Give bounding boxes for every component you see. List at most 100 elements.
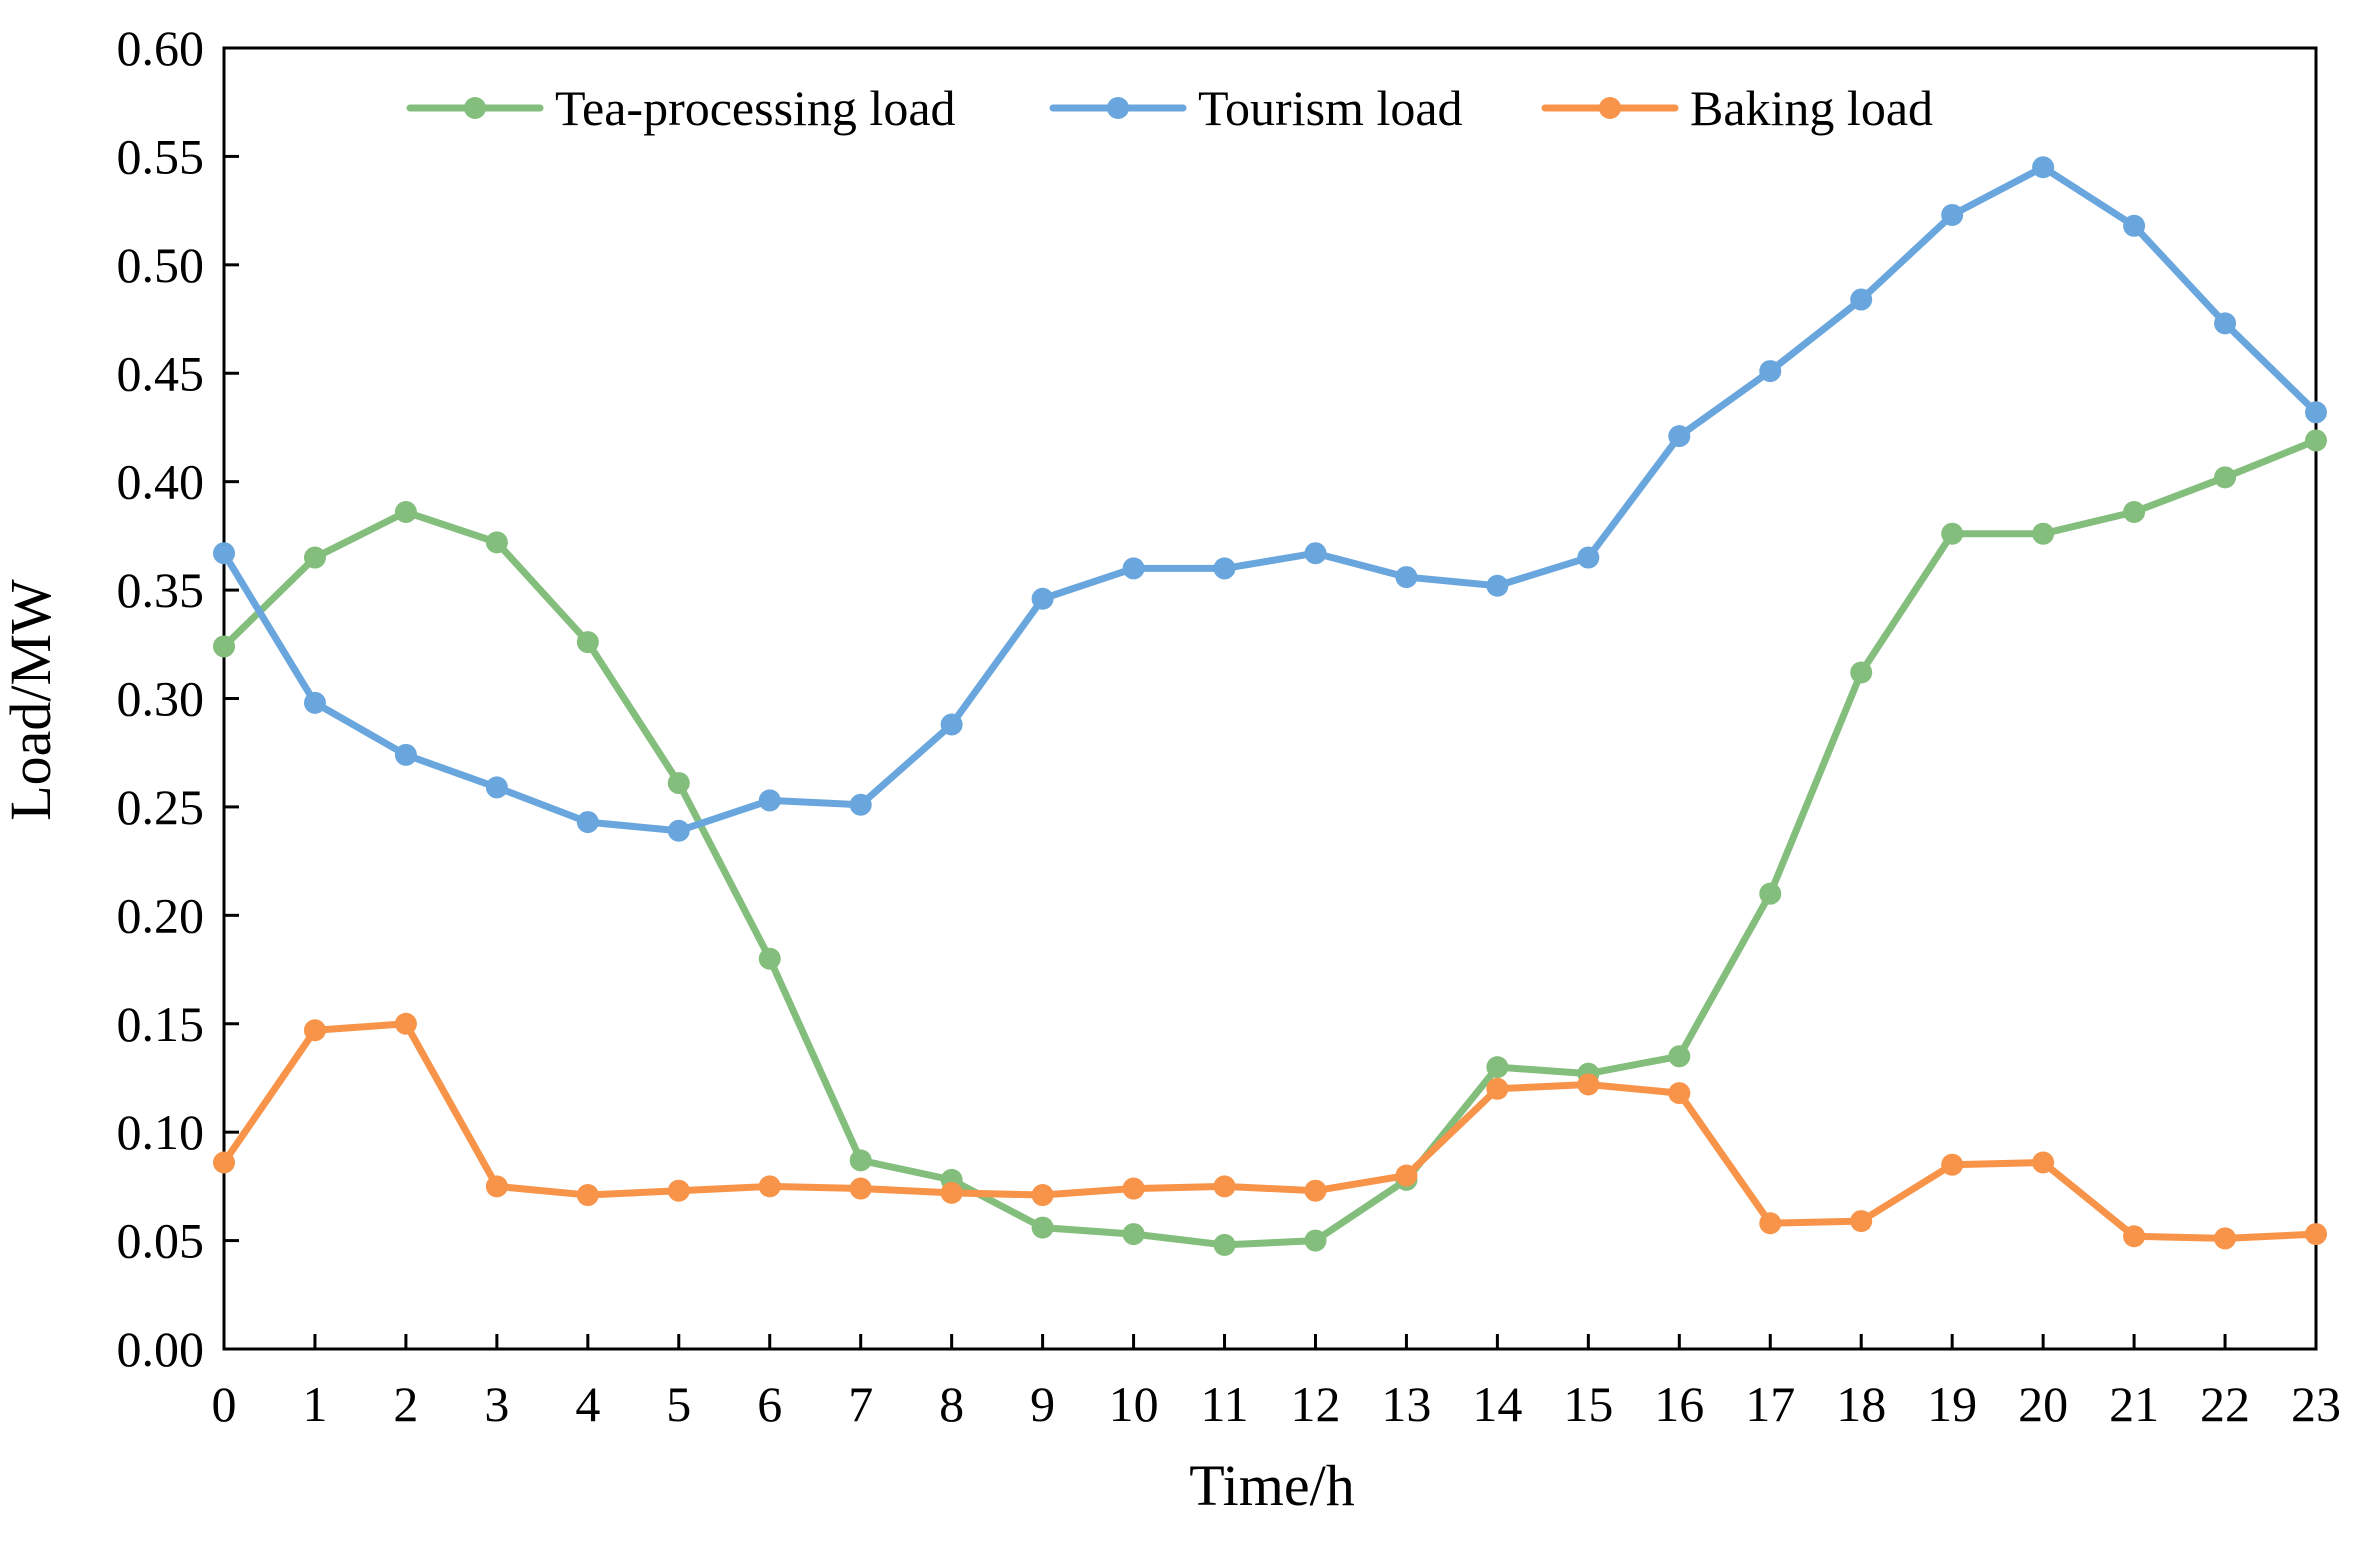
baking-point <box>1031 1184 1054 1207</box>
baking-point <box>1850 1210 1873 1233</box>
tourism-point <box>2032 156 2055 179</box>
tourism-point <box>485 776 508 799</box>
legend-label: Baking load <box>1690 80 1933 136</box>
tea-point <box>1304 1229 1327 1252</box>
y-axis-title: Load/MW <box>0 579 63 821</box>
tea-point <box>394 501 417 524</box>
tourism-point <box>1395 566 1418 589</box>
legend-item-tourism: Tourism load <box>1049 80 1463 136</box>
tourism-point <box>1759 360 1782 383</box>
x-tick-label: 18 <box>1836 1376 1886 1432</box>
x-tick-label: 3 <box>484 1376 509 1432</box>
series-baking <box>213 1012 2327 1250</box>
tea-point <box>1668 1045 1691 1068</box>
x-tick-label: 9 <box>1030 1376 1055 1432</box>
baking-point <box>667 1179 690 1202</box>
baking-point <box>758 1175 781 1198</box>
legend-item-tea: Tea-processing load <box>406 80 956 136</box>
tourism-point <box>1031 587 1054 610</box>
legend-swatch-marker <box>464 97 486 119</box>
y-axis: 0.00 0.05 0.10 0.15 0.20 0.25 0.30 0.35 0.40 0.45… <box>117 20 239 1377</box>
tourism-point <box>1122 557 1145 580</box>
tourism-point <box>940 713 963 736</box>
tea-point <box>1031 1216 1054 1239</box>
baking-point <box>1759 1212 1782 1235</box>
x-tick-label: 8 <box>939 1376 964 1432</box>
tourism-point <box>667 819 690 842</box>
legend: Tea-processing load Tourism load Baking lo… <box>406 80 1933 136</box>
x-tick-label: 4 <box>575 1376 600 1432</box>
baking-point <box>303 1019 326 1042</box>
tea-point <box>758 947 781 970</box>
tourism-point <box>849 793 872 816</box>
tea-point <box>576 631 599 654</box>
y-tick-label: 0.45 <box>117 345 205 401</box>
x-tick-label: 17 <box>1745 1376 1795 1432</box>
y-tick-label: 0.20 <box>117 887 205 943</box>
x-tick-label: 21 <box>2109 1376 2159 1432</box>
y-tick-label: 0.60 <box>117 20 205 76</box>
tourism-point <box>2123 214 2146 237</box>
baking-point <box>394 1012 417 1035</box>
tea-point <box>1213 1233 1236 1256</box>
x-tick-label: 10 <box>1109 1376 1159 1432</box>
y-tick-label: 0.35 <box>117 562 205 618</box>
y-tick-label: 0.25 <box>117 779 205 835</box>
x-tick-label: 1 <box>302 1376 327 1432</box>
series-tourism <box>213 156 2327 842</box>
baking-point <box>940 1181 963 1204</box>
baking-point <box>485 1175 508 1198</box>
baking-point <box>1213 1175 1236 1198</box>
plot-area <box>222 46 2318 1351</box>
x-tick-label: 13 <box>1381 1376 1431 1432</box>
y-tick-label: 0.05 <box>117 1213 205 1269</box>
baking-point <box>2123 1225 2146 1248</box>
tea-point <box>1759 882 1782 905</box>
plot-border <box>222 46 2318 1351</box>
x-tick-label: 15 <box>1563 1376 1613 1432</box>
tea-point <box>213 635 235 658</box>
tourism-point <box>758 789 781 812</box>
x-tick-label: 2 <box>393 1376 418 1432</box>
x-tick-label: 14 <box>1472 1376 1522 1432</box>
tea-point <box>1486 1056 1509 1079</box>
x-tick-label: 12 <box>1290 1376 1340 1432</box>
tourism-point <box>1850 288 1873 311</box>
x-tick-label: 16 <box>1654 1376 1704 1432</box>
series-layer <box>213 156 2327 1256</box>
y-tick-label: 0.15 <box>117 996 205 1052</box>
baking-point <box>1668 1082 1691 1105</box>
tourism-point <box>2305 401 2327 424</box>
tea-point <box>303 546 326 569</box>
x-tick-label: 0 <box>212 1376 237 1432</box>
x-tick-label: 6 <box>757 1376 782 1432</box>
tourism-point <box>576 811 599 834</box>
tea-point <box>849 1149 872 1172</box>
tea-point <box>667 772 690 795</box>
tourism-line <box>220 163 2320 835</box>
y-tick-label: 0.10 <box>117 1104 205 1160</box>
x-tick-label: 11 <box>1200 1376 1248 1432</box>
tea-point <box>2305 429 2327 452</box>
baking-point <box>849 1177 872 1200</box>
baking-line <box>220 1020 2320 1242</box>
tourism-point <box>394 743 417 766</box>
x-tick-label: 20 <box>2018 1376 2068 1432</box>
x-axis-title: Time/h <box>1189 1453 1354 1518</box>
x-tick-label: 23 <box>2291 1376 2341 1432</box>
baking-point <box>213 1151 235 1174</box>
y-tick-label: 0.30 <box>117 671 205 727</box>
x-tick-label: 22 <box>2200 1376 2250 1432</box>
baking-point <box>2305 1223 2327 1246</box>
tourism-point <box>213 542 235 565</box>
baking-point <box>1486 1077 1509 1100</box>
baking-point <box>576 1184 599 1207</box>
tea-point <box>2123 501 2146 524</box>
tourism-point <box>1486 574 1509 597</box>
legend-label: Tea-processing load <box>555 80 956 136</box>
baking-point <box>2032 1151 2055 1174</box>
legend-item-baking: Baking load <box>1541 80 1933 136</box>
tourism-point <box>1213 557 1236 580</box>
